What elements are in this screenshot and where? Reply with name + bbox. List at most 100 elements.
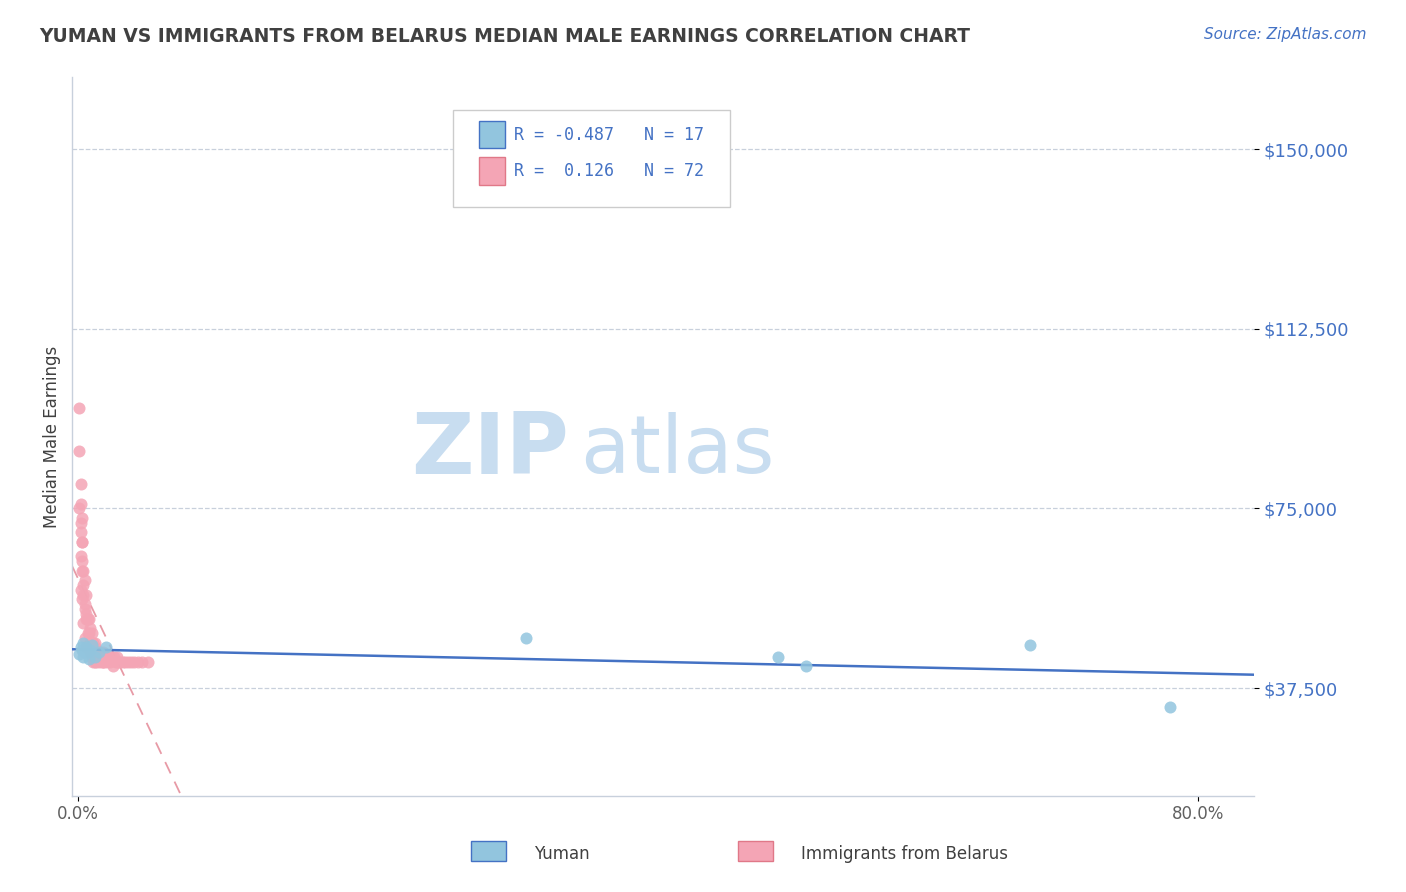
Point: [100, 649, 122, 664]
Point: [108, 655, 131, 669]
Point: [69, 582, 91, 597]
Y-axis label: Median Male Earnings: Median Male Earnings: [44, 345, 60, 528]
Point: [70, 554, 93, 568]
Point: [120, 655, 142, 669]
Point: [70, 564, 93, 578]
Point: [80, 649, 103, 664]
Point: [79, 635, 101, 649]
Point: [76, 611, 98, 625]
Point: [94, 640, 117, 655]
Point: [73, 645, 96, 659]
Point: [75, 607, 97, 621]
Point: [75, 611, 97, 625]
Point: [75, 640, 97, 655]
Point: [515, 631, 537, 645]
Point: [73, 602, 96, 616]
Point: [70, 511, 93, 525]
Point: [105, 649, 128, 664]
Point: [75, 588, 97, 602]
FancyBboxPatch shape: [478, 121, 505, 148]
Point: [794, 659, 817, 673]
Text: R = -0.487   N = 17: R = -0.487 N = 17: [515, 126, 704, 144]
Point: [766, 649, 789, 664]
Text: atlas: atlas: [581, 412, 775, 490]
Point: [91, 655, 114, 669]
Point: [69, 477, 91, 491]
Point: [80, 626, 103, 640]
Point: [70, 592, 93, 607]
FancyBboxPatch shape: [453, 110, 730, 207]
Point: [76, 640, 98, 655]
Point: [72, 649, 94, 664]
Text: YUMAN VS IMMIGRANTS FROM BELARUS MEDIAN MALE EARNINGS CORRELATION CHART: YUMAN VS IMMIGRANTS FROM BELARUS MEDIAN …: [39, 27, 970, 45]
Point: [72, 588, 94, 602]
Point: [69, 525, 91, 540]
Point: [69, 516, 91, 530]
Point: [104, 655, 127, 669]
Point: [86, 645, 108, 659]
Point: [83, 655, 105, 669]
Point: [103, 649, 125, 664]
Point: [67, 401, 90, 415]
Text: R =  0.126   N = 72: R = 0.126 N = 72: [515, 162, 704, 180]
Point: [76, 645, 98, 659]
Point: [72, 578, 94, 592]
Point: [117, 655, 139, 669]
Point: [77, 626, 100, 640]
Point: [79, 642, 101, 657]
Point: [76, 626, 98, 640]
Text: ZIP: ZIP: [411, 409, 568, 492]
Point: [96, 655, 118, 669]
Point: [98, 655, 121, 669]
Point: [80, 638, 103, 652]
Point: [67, 444, 90, 458]
Point: [72, 635, 94, 649]
Point: [67, 501, 90, 516]
Point: [73, 597, 96, 611]
Point: [69, 497, 91, 511]
Point: [131, 655, 153, 669]
Point: [107, 655, 129, 669]
Point: [87, 655, 110, 669]
Point: [77, 652, 100, 666]
Point: [127, 655, 149, 669]
Point: [69, 640, 91, 655]
Point: [90, 655, 112, 669]
Point: [122, 655, 145, 669]
Point: [72, 616, 94, 631]
Point: [70, 535, 93, 549]
Point: [87, 645, 110, 659]
Point: [83, 635, 105, 649]
Point: [82, 655, 104, 669]
Point: [72, 564, 94, 578]
Point: [70, 535, 93, 549]
Point: [94, 649, 117, 664]
Point: [83, 640, 105, 655]
Point: [101, 659, 124, 673]
Point: [69, 549, 91, 564]
Point: [79, 645, 101, 659]
Point: [77, 640, 100, 655]
FancyBboxPatch shape: [478, 157, 505, 185]
Point: [91, 645, 114, 659]
Point: [73, 574, 96, 588]
Point: [67, 648, 90, 662]
Point: [114, 655, 136, 669]
Point: [93, 655, 115, 669]
Text: Immigrants from Belarus: Immigrants from Belarus: [801, 845, 1008, 863]
Point: [73, 631, 96, 645]
Point: [80, 635, 103, 649]
Point: [97, 649, 120, 664]
Text: Source: ZipAtlas.com: Source: ZipAtlas.com: [1204, 27, 1367, 42]
Point: [1018, 638, 1040, 652]
Text: Yuman: Yuman: [534, 845, 591, 863]
Point: [89, 645, 111, 659]
Point: [136, 655, 159, 669]
Point: [70, 642, 93, 657]
Point: [82, 635, 104, 649]
Point: [87, 645, 110, 659]
Point: [1159, 700, 1181, 714]
Point: [79, 621, 101, 635]
Point: [75, 640, 97, 655]
Point: [111, 655, 134, 669]
